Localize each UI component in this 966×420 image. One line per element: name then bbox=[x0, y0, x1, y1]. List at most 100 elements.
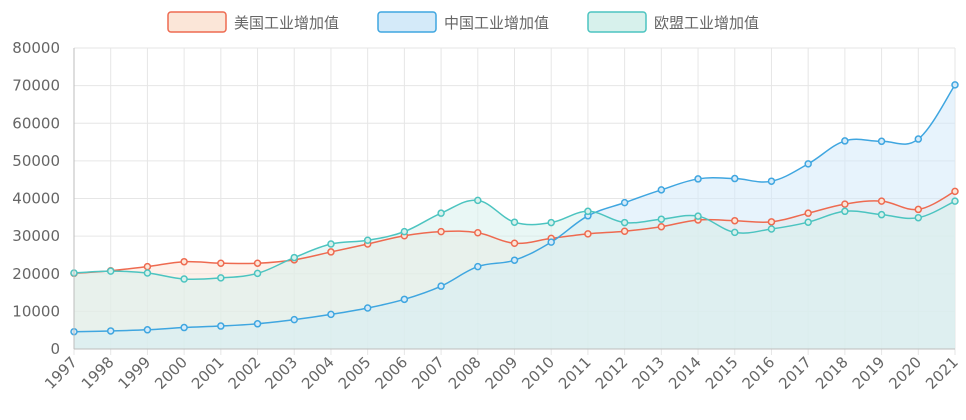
x-tick-label: 2017 bbox=[775, 353, 815, 393]
y-tick-label: 20000 bbox=[12, 265, 60, 283]
x-tick-label: 2011 bbox=[555, 353, 595, 393]
data-point[interactable] bbox=[510, 218, 519, 226]
data-point[interactable] bbox=[400, 295, 409, 304]
data-point[interactable] bbox=[841, 200, 849, 208]
data-point[interactable] bbox=[106, 327, 115, 335]
y-tick-label: 0 bbox=[50, 340, 60, 358]
data-point[interactable] bbox=[106, 267, 115, 275]
legend-label: 中国工业增加值 bbox=[444, 14, 549, 32]
x-tick-label: 1999 bbox=[115, 353, 155, 393]
data-point[interactable] bbox=[951, 187, 959, 196]
data-point[interactable] bbox=[914, 205, 923, 214]
x-tick-label: 2002 bbox=[225, 353, 265, 393]
data-point[interactable] bbox=[951, 197, 959, 205]
legend-item-2[interactable]: 欧盟工业增加值 bbox=[587, 11, 759, 33]
x-tick-label: 2013 bbox=[628, 353, 668, 393]
data-point[interactable] bbox=[437, 227, 445, 236]
data-point[interactable] bbox=[363, 236, 372, 245]
y-tick-label: 40000 bbox=[12, 190, 60, 208]
data-point[interactable] bbox=[180, 275, 188, 283]
data-point[interactable] bbox=[217, 322, 225, 330]
data-point[interactable] bbox=[657, 186, 666, 194]
x-tick-label: 1997 bbox=[41, 353, 81, 393]
y-tick-label: 60000 bbox=[12, 114, 60, 132]
data-point[interactable] bbox=[877, 197, 886, 205]
x-tick-label: 2015 bbox=[702, 353, 742, 393]
x-tick-label: 1998 bbox=[78, 353, 118, 393]
data-point[interactable] bbox=[767, 225, 776, 233]
data-point[interactable] bbox=[474, 228, 482, 237]
data-point[interactable] bbox=[510, 239, 519, 248]
y-tick-label: 70000 bbox=[12, 77, 60, 95]
data-point[interactable] bbox=[877, 137, 886, 146]
data-point[interactable] bbox=[694, 175, 702, 183]
data-point[interactable] bbox=[437, 209, 445, 217]
data-point[interactable] bbox=[547, 238, 555, 246]
x-tick-label: 2012 bbox=[592, 353, 632, 393]
data-point[interactable] bbox=[400, 227, 409, 236]
x-tick-label: 2003 bbox=[261, 353, 301, 393]
data-point[interactable] bbox=[290, 253, 298, 262]
data-point[interactable] bbox=[253, 259, 262, 267]
data-point[interactable] bbox=[327, 310, 335, 319]
data-point[interactable] bbox=[620, 198, 629, 207]
legend-swatch bbox=[167, 11, 227, 33]
data-point[interactable] bbox=[804, 160, 812, 168]
data-point[interactable] bbox=[180, 323, 188, 332]
data-point[interactable] bbox=[253, 320, 262, 328]
data-point[interactable] bbox=[217, 274, 225, 282]
data-point[interactable] bbox=[694, 212, 702, 220]
x-tick-label: 2021 bbox=[922, 353, 962, 393]
data-point[interactable] bbox=[657, 215, 666, 223]
data-point[interactable] bbox=[767, 218, 776, 226]
data-point[interactable] bbox=[584, 230, 592, 238]
legend-item-0[interactable]: 美国工业增加值 bbox=[167, 11, 339, 33]
data-point[interactable] bbox=[914, 213, 923, 222]
data-point[interactable] bbox=[620, 227, 629, 235]
y-tick-label: 50000 bbox=[12, 152, 60, 170]
data-point[interactable] bbox=[914, 135, 923, 143]
x-tick-label: 2014 bbox=[665, 353, 705, 393]
data-point[interactable] bbox=[731, 228, 739, 237]
x-tick-label: 2004 bbox=[298, 353, 338, 393]
data-point[interactable] bbox=[841, 137, 849, 145]
data-point[interactable] bbox=[363, 304, 372, 312]
data-point[interactable] bbox=[877, 210, 886, 219]
data-point[interactable] bbox=[217, 259, 225, 267]
data-point[interactable] bbox=[804, 209, 812, 217]
data-point[interactable] bbox=[474, 196, 482, 205]
x-tick-label: 2007 bbox=[408, 353, 448, 393]
x-tick-label: 2019 bbox=[849, 353, 889, 393]
legend-swatch bbox=[587, 11, 647, 33]
legend-item-1[interactable]: 中国工业增加值 bbox=[377, 11, 549, 33]
data-point[interactable] bbox=[584, 207, 592, 216]
data-point[interactable] bbox=[620, 218, 629, 227]
x-tick-label: 2008 bbox=[445, 353, 485, 393]
data-point[interactable] bbox=[290, 315, 298, 324]
data-point[interactable] bbox=[510, 256, 519, 264]
data-point[interactable] bbox=[143, 326, 152, 334]
data-point[interactable] bbox=[951, 81, 959, 89]
data-point[interactable] bbox=[437, 282, 445, 290]
data-point[interactable] bbox=[657, 222, 666, 231]
x-tick-label: 2006 bbox=[371, 353, 411, 393]
data-point[interactable] bbox=[547, 218, 555, 227]
data-point[interactable] bbox=[253, 269, 262, 278]
data-point[interactable] bbox=[804, 218, 812, 226]
data-point[interactable] bbox=[327, 240, 335, 248]
x-tick-label: 2001 bbox=[188, 353, 228, 393]
point-layer bbox=[70, 81, 959, 336]
data-point[interactable] bbox=[474, 262, 482, 271]
x-tick-label: 2005 bbox=[335, 353, 375, 393]
data-point[interactable] bbox=[143, 269, 152, 277]
data-point[interactable] bbox=[327, 248, 335, 256]
data-point[interactable] bbox=[767, 177, 776, 185]
legend[interactable]: 美国工业增加值 中国工业增加值 欧盟工业增加值 bbox=[167, 11, 759, 33]
data-point[interactable] bbox=[731, 216, 739, 225]
data-point[interactable] bbox=[841, 207, 849, 216]
legend-label: 欧盟工业增加值 bbox=[654, 14, 759, 32]
data-point[interactable] bbox=[731, 174, 739, 183]
data-point[interactable] bbox=[143, 262, 152, 271]
data-point[interactable] bbox=[180, 257, 188, 266]
